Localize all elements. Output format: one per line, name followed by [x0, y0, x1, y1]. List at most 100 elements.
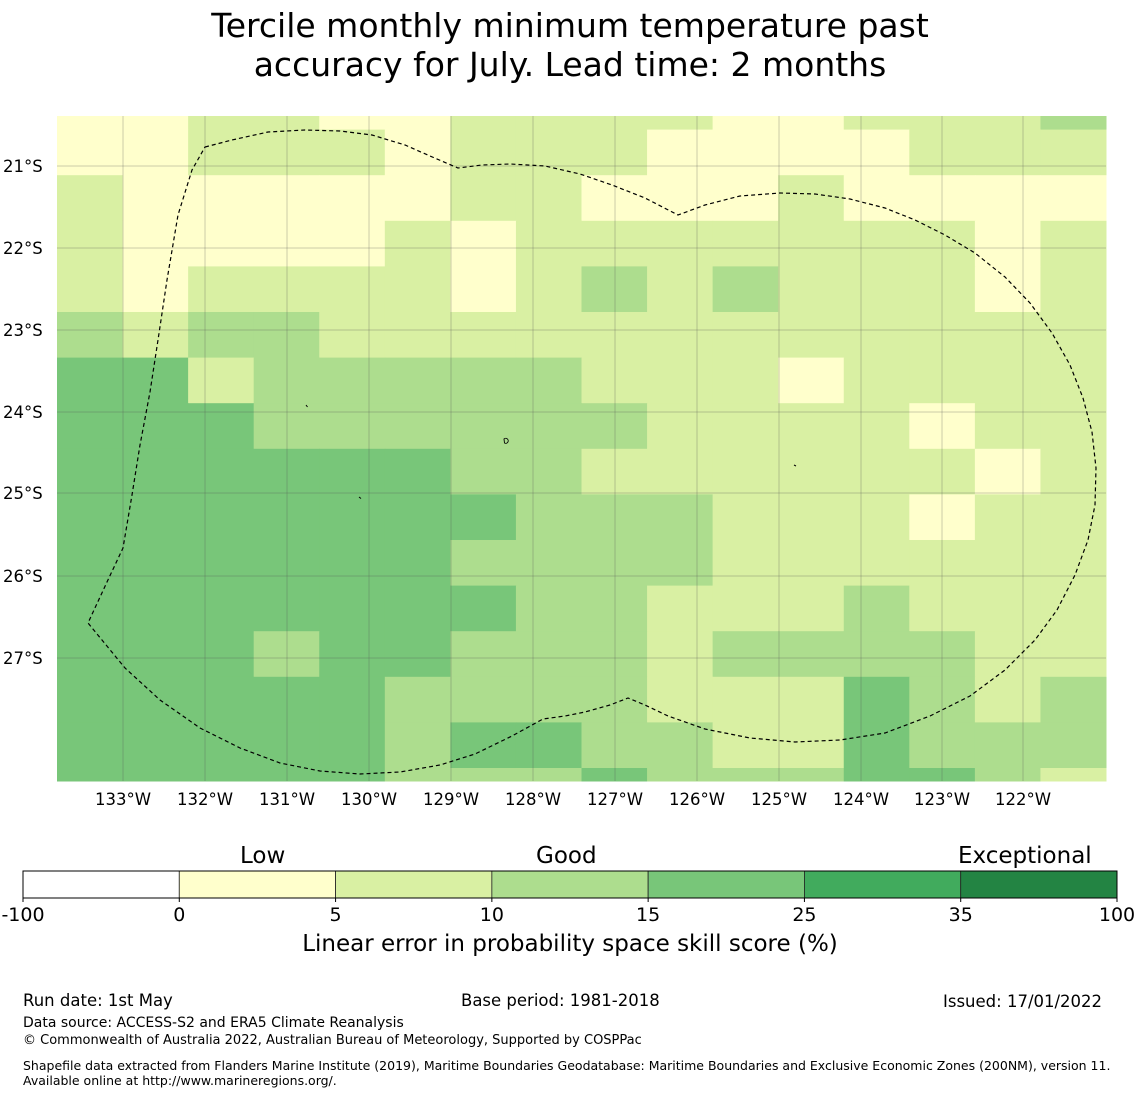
colorbar-segment [178, 870, 336, 899]
grid-cell [909, 312, 976, 359]
longitude-label: 126°W [669, 790, 725, 809]
grid-cell [712, 312, 779, 359]
grid-cell [253, 494, 320, 541]
grid-cell [122, 448, 189, 495]
data-source: Data source: ACCESS-S2 and ERA5 Climate … [23, 1015, 404, 1031]
grid-cell [778, 403, 845, 450]
grid-cell [1040, 116, 1107, 131]
latitude-label: 27°S [3, 649, 43, 668]
grid-cell [581, 175, 648, 222]
grid-cell [778, 175, 845, 222]
grid-cell [712, 357, 779, 404]
grid-cell [712, 494, 779, 541]
grid-cell [843, 631, 910, 678]
grid-cell [253, 116, 320, 131]
grid-cell [450, 312, 517, 359]
grid-cell [188, 448, 255, 495]
grid-cell [581, 494, 648, 541]
colorbar-segment [647, 870, 805, 899]
grid-cell [778, 266, 845, 313]
grid-cell [57, 357, 124, 404]
grid-cell [1040, 220, 1107, 267]
grid-cell [253, 722, 320, 769]
grid-cell [712, 448, 779, 495]
grid-cell [778, 540, 845, 587]
longitude-label: 123°W [914, 790, 970, 809]
grid-cell [581, 448, 648, 495]
shapefile-credit: Shapefile data extracted from Flanders M… [23, 1058, 1111, 1088]
colorbar-category-good: Good [536, 843, 597, 869]
grid-cell [384, 494, 451, 541]
grid-cell [909, 266, 976, 313]
skill-grid [57, 116, 1107, 782]
longitude-label: 124°W [833, 790, 889, 809]
grid-cell [122, 175, 189, 222]
grid-cell [188, 266, 255, 313]
grid-cell [647, 448, 714, 495]
grid-cell [778, 312, 845, 359]
grid-cell [188, 540, 255, 587]
grid-cell [909, 676, 976, 723]
grid-cell [384, 129, 451, 176]
longitude-label: 122°W [995, 790, 1051, 809]
grid-cell [319, 220, 386, 267]
grid-cell [909, 116, 976, 131]
colorbar-tick-label: 10 [480, 904, 504, 926]
grid-cell [384, 403, 451, 450]
grid-cell [122, 722, 189, 769]
colorbar-tick-label: 5 [330, 904, 342, 926]
title-line-1: Tercile monthly minimum temperature past [211, 6, 929, 45]
grid-cell [1040, 129, 1107, 176]
grid-cell [974, 494, 1041, 541]
grid-cell [843, 312, 910, 359]
colorbar-tick-label: 15 [636, 904, 660, 926]
grid-cell [319, 357, 386, 404]
grid-cell [581, 768, 648, 782]
grid-cell [515, 403, 582, 450]
grid-cell [253, 403, 320, 450]
grid-cell [253, 768, 320, 782]
grid-cell [581, 676, 648, 723]
island-marks [305, 404, 797, 499]
grid-cell [974, 676, 1041, 723]
island-mark [305, 404, 308, 408]
grid-cell [843, 175, 910, 222]
grid-cell [515, 116, 582, 131]
grid-cell [581, 129, 648, 176]
grid-cell [188, 312, 255, 359]
grid-cell [188, 585, 255, 632]
grid-cell [909, 631, 976, 678]
grid-cell [122, 403, 189, 450]
colorbar-segment [335, 870, 493, 899]
colorbar-segment [960, 870, 1118, 899]
grid-cell [253, 312, 320, 359]
grid-cell [122, 585, 189, 632]
grid-cell [122, 357, 189, 404]
grid-cell [843, 768, 910, 782]
grid-cell [450, 631, 517, 678]
chart-title: Tercile monthly minimum temperature past… [0, 6, 1140, 84]
grid-cell [581, 220, 648, 267]
grid-cell [188, 175, 255, 222]
grid-cell [319, 540, 386, 587]
grid-cell [188, 220, 255, 267]
grid-cell [57, 722, 124, 769]
grid-cell [57, 116, 124, 131]
latitude-label: 25°S [3, 484, 43, 503]
grid-cell [909, 448, 976, 495]
grid-cell [647, 220, 714, 267]
grid-cell [647, 676, 714, 723]
grid-cell [450, 129, 517, 176]
grid-cell [581, 540, 648, 587]
grid-cell [384, 312, 451, 359]
grid-cell [843, 220, 910, 267]
grid-cell [712, 266, 779, 313]
grid-cell [57, 631, 124, 678]
grid-cell [515, 676, 582, 723]
grid-cell [712, 585, 779, 632]
grid-cell [778, 631, 845, 678]
grid-cell [384, 357, 451, 404]
longitude-label: 127°W [587, 790, 643, 809]
colorbar-tick-label: 0 [173, 904, 185, 926]
longitude-label: 125°W [751, 790, 807, 809]
